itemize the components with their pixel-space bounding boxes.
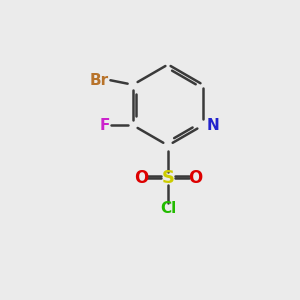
Text: N: N (207, 118, 219, 133)
Text: F: F (100, 118, 110, 133)
Text: Cl: Cl (160, 201, 176, 216)
Text: O: O (134, 169, 148, 188)
Text: S: S (161, 169, 175, 188)
Text: O: O (188, 169, 202, 188)
Text: Br: Br (90, 73, 109, 88)
